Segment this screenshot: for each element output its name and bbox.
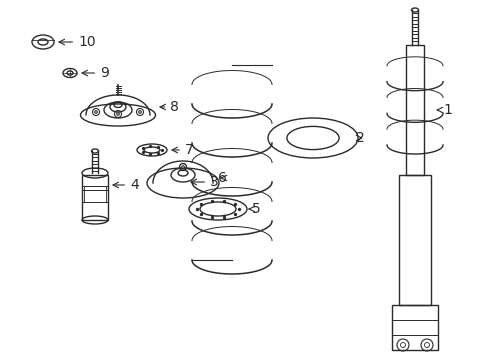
Circle shape xyxy=(116,112,119,116)
Text: 10: 10 xyxy=(59,35,96,49)
Bar xyxy=(82,175,108,220)
Circle shape xyxy=(181,166,184,168)
Text: 8: 8 xyxy=(160,100,179,114)
Circle shape xyxy=(94,111,97,113)
Text: 2: 2 xyxy=(355,131,364,145)
Text: 6: 6 xyxy=(218,171,226,185)
Bar xyxy=(391,305,437,350)
Text: 1: 1 xyxy=(436,103,451,117)
Bar xyxy=(405,45,423,175)
Text: 5: 5 xyxy=(248,202,260,216)
Bar xyxy=(398,175,430,305)
Circle shape xyxy=(138,111,141,113)
Text: 9: 9 xyxy=(82,66,109,80)
Text: 7: 7 xyxy=(172,143,193,157)
Text: 3: 3 xyxy=(191,175,218,189)
Text: 4: 4 xyxy=(113,178,139,192)
